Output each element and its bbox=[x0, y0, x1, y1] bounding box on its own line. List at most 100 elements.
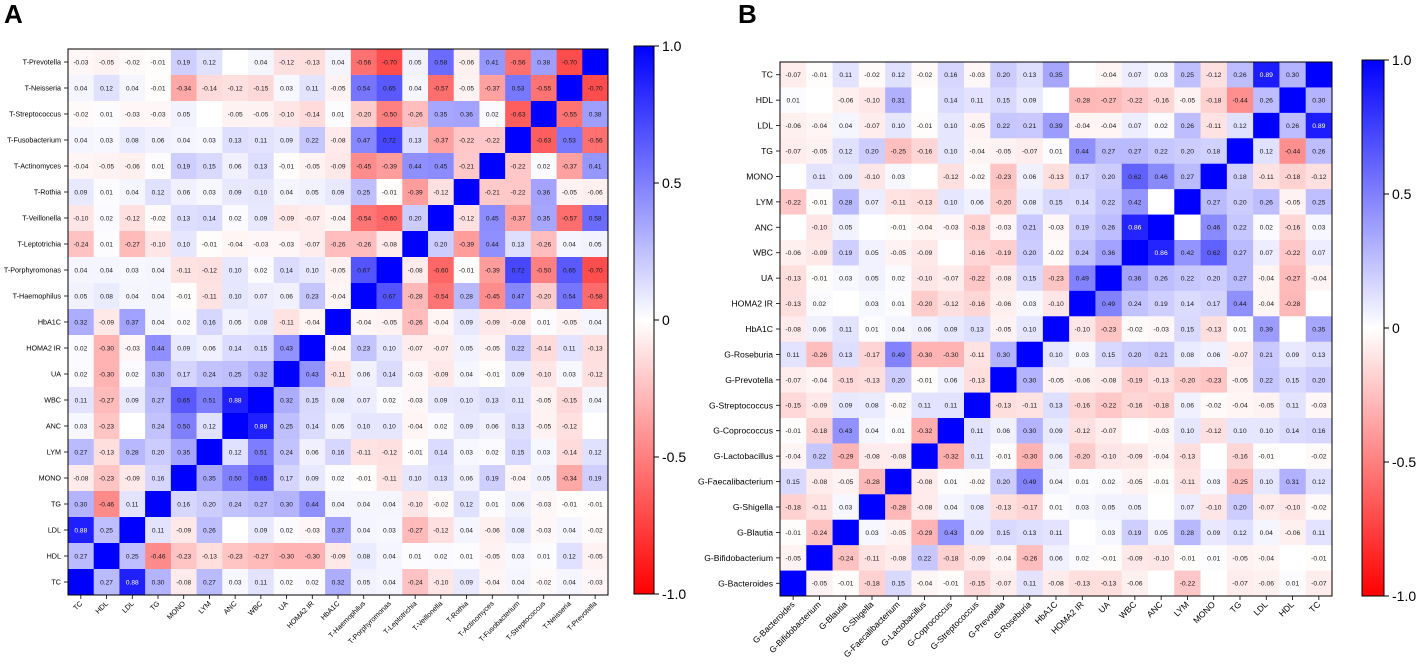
heatmap-cell bbox=[885, 443, 912, 470]
heatmap-cell bbox=[1305, 468, 1333, 495]
cell-value-label: -0.03 bbox=[305, 527, 320, 534]
heatmap-cell bbox=[832, 570, 860, 597]
heatmap-cell bbox=[402, 309, 429, 336]
cell-value-label: -0.05 bbox=[969, 123, 985, 130]
cell-value-label: -0.11 bbox=[812, 504, 827, 511]
cell-value-label: 0.04 bbox=[177, 137, 190, 144]
heatmap-cell bbox=[911, 265, 939, 292]
cell-value-label: 0.20 bbox=[997, 479, 1010, 486]
heatmap-cell bbox=[911, 112, 939, 139]
heatmap-cell bbox=[1174, 570, 1201, 597]
heatmap-cell bbox=[1226, 341, 1254, 368]
heatmap-cell bbox=[937, 290, 965, 317]
heatmap-cell bbox=[453, 309, 480, 336]
heatmap-cell bbox=[325, 231, 352, 258]
heatmap-cell bbox=[479, 205, 506, 232]
cell-value-label: 0.04 bbox=[383, 579, 396, 586]
cell-value-label: -0.39 bbox=[382, 163, 397, 170]
heatmap-cell bbox=[222, 465, 249, 492]
heatmap-cell bbox=[1200, 367, 1228, 393]
cell-value-label: 0.04 bbox=[589, 397, 602, 404]
cell-value-label: -0.08 bbox=[812, 479, 828, 486]
cell-value-label: 0.20 bbox=[203, 501, 216, 508]
heatmap-cell bbox=[1069, 189, 1096, 215]
cell-value-label: -0.04 bbox=[812, 377, 828, 384]
heatmap-cell bbox=[1095, 570, 1123, 597]
heatmap-cell bbox=[248, 101, 275, 128]
heatmap-cell bbox=[937, 240, 965, 266]
cell-value-label: -0.02 bbox=[969, 479, 985, 486]
heatmap-cell bbox=[248, 413, 275, 440]
cell-value-label: 0.06 bbox=[306, 449, 319, 456]
heatmap-cell bbox=[119, 335, 146, 362]
cell-value-label: -0.37 bbox=[562, 163, 577, 170]
heatmap-cell bbox=[885, 392, 912, 419]
cell-value-label: 0.65 bbox=[254, 475, 267, 482]
heatmap-cell bbox=[350, 517, 377, 544]
heatmap-cell bbox=[248, 335, 275, 362]
cell-value-label: -0.63 bbox=[510, 111, 525, 118]
heatmap-cell bbox=[505, 75, 532, 102]
heatmap-cell bbox=[911, 290, 939, 317]
heatmap-cell bbox=[119, 439, 146, 466]
heatmap-cell bbox=[1069, 468, 1096, 495]
cell-value-label: -0.04 bbox=[996, 555, 1012, 562]
cell-value-label: 0.44 bbox=[1076, 148, 1089, 155]
row-label: ANC bbox=[46, 422, 61, 431]
heatmap-cell bbox=[1148, 112, 1175, 139]
cell-value-label: -0.20 bbox=[996, 199, 1012, 206]
cell-value-label: 0.47 bbox=[357, 137, 370, 144]
heatmap-cell bbox=[1016, 392, 1044, 419]
cell-value-label: 0.10 bbox=[460, 397, 473, 404]
cell-value-label: -0.05 bbox=[536, 423, 551, 430]
heatmap-cell bbox=[582, 387, 609, 414]
cell-value-label: -0.10 bbox=[73, 215, 88, 222]
heatmap-cell bbox=[325, 387, 352, 414]
cell-value-label: 0.06 bbox=[460, 475, 473, 482]
cell-value-label: 0.67 bbox=[383, 293, 396, 300]
colorbar-tick-label: -0.5 bbox=[1392, 454, 1416, 470]
cell-value-label: 0.19 bbox=[177, 59, 190, 66]
heatmap-cell bbox=[832, 265, 860, 292]
heatmap-cell bbox=[299, 543, 326, 570]
heatmap-cell bbox=[325, 309, 352, 336]
cell-value-label: -0.13 bbox=[785, 276, 801, 283]
cell-value-label: 0.02 bbox=[74, 371, 87, 378]
cell-value-label: -0.26 bbox=[812, 352, 828, 359]
cell-value-label: 0.13 bbox=[512, 241, 525, 248]
heatmap-cell bbox=[1200, 494, 1228, 521]
cell-value-label: -0.24 bbox=[408, 579, 423, 586]
cell-value-label: -0.04 bbox=[812, 123, 828, 130]
heatmap-cell bbox=[453, 283, 480, 310]
cell-value-label: -0.12 bbox=[202, 267, 217, 274]
cell-value-label: 0.10 bbox=[383, 423, 396, 430]
column-label: UA bbox=[277, 599, 291, 613]
heatmap-cell bbox=[1200, 468, 1228, 495]
row-label: TG bbox=[761, 146, 773, 156]
cell-value-label: -0.01 bbox=[917, 377, 933, 384]
heatmap-cell bbox=[145, 465, 172, 492]
heatmap-cell bbox=[964, 138, 991, 165]
cell-value-label: -0.09 bbox=[1127, 454, 1143, 461]
heatmap-cell bbox=[1069, 316, 1096, 343]
heatmap-cell bbox=[1174, 443, 1201, 470]
heatmap-cell bbox=[428, 49, 455, 76]
heatmap-cell bbox=[376, 335, 403, 362]
cell-value-label: 0.11 bbox=[152, 527, 165, 534]
cell-value-label: -0.01 bbox=[943, 581, 959, 588]
cell-value-label: -0.02 bbox=[1127, 326, 1143, 333]
cell-value-label: -0.12 bbox=[433, 527, 448, 534]
cell-value-label: 0.04 bbox=[126, 85, 139, 92]
cell-value-label: -0.06 bbox=[125, 163, 140, 170]
cell-value-label: 0.36 bbox=[460, 111, 473, 118]
heatmap-cell bbox=[582, 309, 609, 336]
heatmap-cell bbox=[964, 494, 991, 521]
cell-value-label: -0.03 bbox=[408, 397, 423, 404]
cell-value-label: 0.26 bbox=[1233, 72, 1246, 79]
cell-value-label: -0.08 bbox=[73, 475, 88, 482]
cell-value-label: 0.08 bbox=[357, 553, 370, 560]
cell-value-label: 0.32 bbox=[332, 579, 345, 586]
cell-value-label: 0.05 bbox=[229, 319, 242, 326]
cell-value-label: -0.08 bbox=[330, 137, 345, 144]
heatmap-cell bbox=[479, 465, 506, 492]
